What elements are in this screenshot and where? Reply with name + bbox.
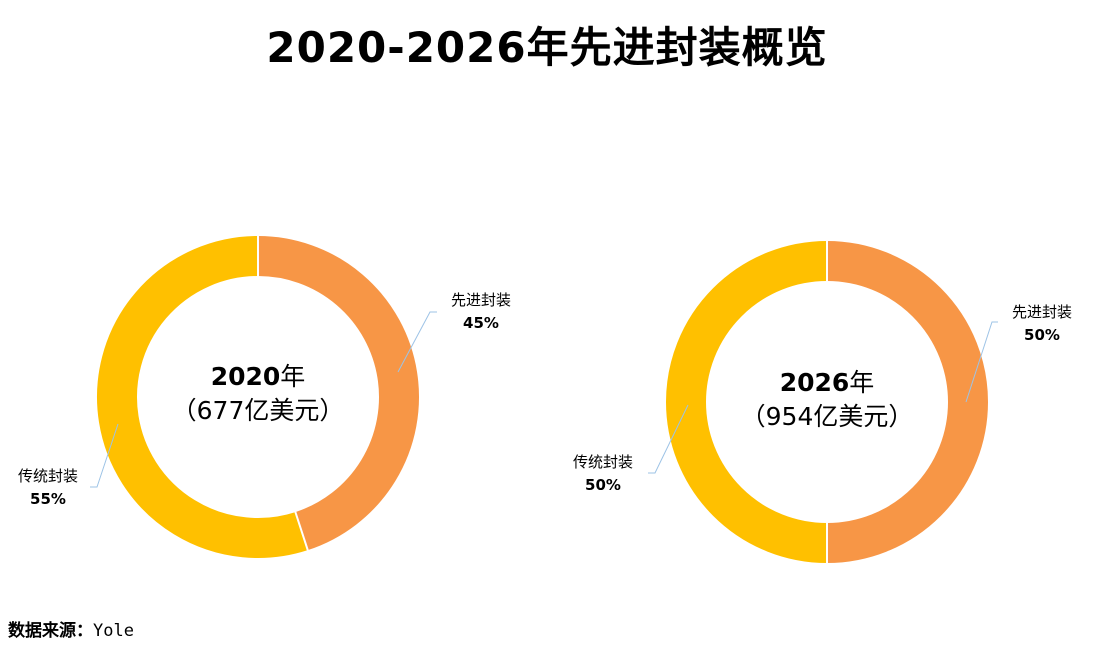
chart-title: 2020-2026年先进封装概览 <box>266 23 828 72</box>
slice-separator <box>294 510 310 552</box>
donut-slice-advanced <box>826 241 988 563</box>
center-value: （954亿美元） <box>740 402 914 431</box>
center-year-unit: 年 <box>849 368 875 397</box>
donut-center-label-2020: 2020年 （677亿美元） <box>158 360 358 428</box>
leader-line-traditional <box>648 404 689 474</box>
data-label-advanced-2026: 先进封装 50% <box>987 301 1094 347</box>
data-label-traditional-2026: 传统封装 50% <box>548 451 658 497</box>
donut-center-label-2026: 2026年 （954亿美元） <box>727 366 927 434</box>
slice-percent: 50% <box>585 476 621 494</box>
center-year: 2026 <box>779 368 850 397</box>
slice-name: 传统封装 <box>572 453 633 471</box>
slice-name: 先进封装 <box>450 291 511 309</box>
source-name: Yole <box>93 621 134 641</box>
leader-line-advanced <box>397 311 437 373</box>
slice-name: 先进封装 <box>1011 303 1072 321</box>
donut-chart-2026 <box>648 240 998 564</box>
donut-slice-advanced <box>257 236 419 551</box>
slice-percent: 50% <box>1024 326 1060 344</box>
donut-slice-traditional <box>666 241 828 563</box>
center-year-unit: 年 <box>280 362 306 391</box>
data-label-traditional-2020: 传统封装 55% <box>0 465 103 511</box>
donut-chart-2020 <box>90 235 437 558</box>
slice-percent: 45% <box>463 314 499 332</box>
slice-name: 传统封装 <box>17 467 78 485</box>
data-source: 数据来源：Yole <box>8 616 134 641</box>
center-value: （677亿美元） <box>171 396 345 425</box>
donut-slice-traditional <box>97 236 308 558</box>
slice-percent: 55% <box>30 490 66 508</box>
source-label: 数据来源： <box>8 621 93 641</box>
leader-line-advanced <box>965 321 998 403</box>
center-year: 2020 <box>210 362 281 391</box>
leader-line-traditional <box>90 423 119 488</box>
data-label-advanced-2020: 先进封装 45% <box>426 289 536 335</box>
